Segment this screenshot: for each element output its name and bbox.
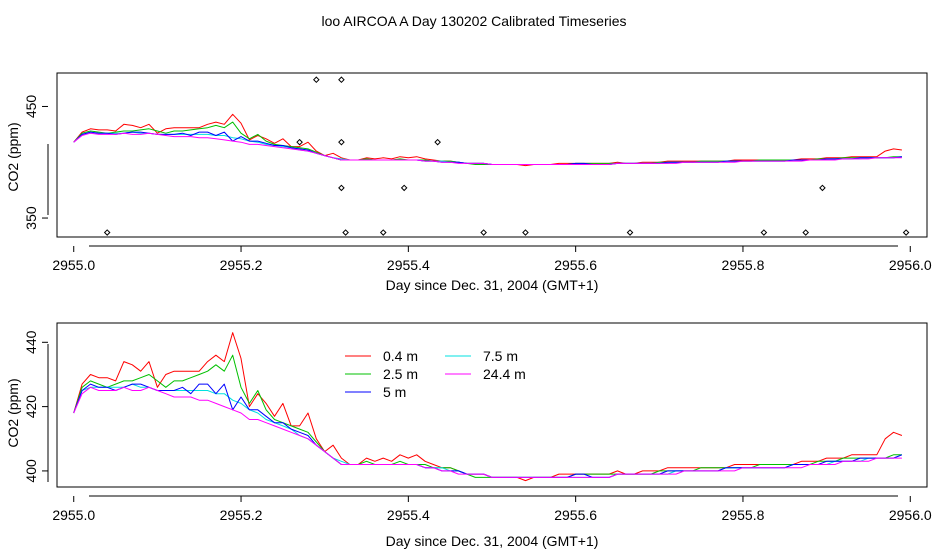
legend-label-2-5-m: 2.5 m: [383, 366, 418, 382]
top-outlier-point: [296, 138, 303, 146]
top-outlier-point: [434, 138, 441, 146]
top-outlier-point: [379, 229, 387, 236]
top-outlier-point: [522, 229, 529, 236]
top-series-lines: [73, 113, 902, 167]
bottom-y-tick-label: 420: [23, 395, 39, 419]
bottom-x-axis: 2955.0 2955.2 2955.4 2955.6 2955.8 2956.0 Day…: [52, 495, 932, 549]
legend: 0.4 m 2.5 m 5 m 7.5 m 24.4 m: [345, 348, 526, 400]
bottom-y-tick-label: 440: [23, 330, 39, 354]
top-x-axis: 2955.0 2955.2 2955.4 2955.6 2955.8 2956.0 Day…: [52, 245, 932, 293]
top-series-24-4-m-line: [73, 132, 902, 165]
top-outlier-point: [902, 229, 910, 236]
top-plot-frame: [56, 72, 928, 238]
figure-title: loo AIRCOA A Day 130202 Calibrated Times…: [321, 13, 626, 29]
bottom-series-24-4-m-line: [73, 386, 902, 478]
top-y-axis: 350 450 CO2 (ppm): [5, 95, 49, 230]
bottom-plot-frame: [56, 322, 928, 488]
bottom-y-axis-label: CO2 (ppm): [5, 378, 21, 447]
top-outlier-point: [103, 229, 111, 236]
bottom-x-tick-label: 2955.0: [52, 507, 95, 523]
legend-label-0-4-m: 0.4 m: [383, 348, 418, 364]
top-outlier-point: [338, 184, 345, 192]
legend-label-5-m: 5 m: [383, 384, 406, 400]
top-outlier-point: [802, 229, 810, 236]
top-x-axis-label: Day since Dec. 31, 2004 (GMT+1): [386, 277, 599, 293]
top-x-ticks: 2955.0 2955.2 2955.4 2955.6 2955.8 2956.0: [52, 246, 932, 273]
top-x-tick-label: 2956.0: [889, 257, 932, 273]
top-x-tick-label: 2955.0: [52, 257, 95, 273]
top-x-tick-label: 2955.2: [220, 257, 263, 273]
bottom-x-tick-label: 2955.8: [722, 507, 765, 523]
top-y-tick-label: 450: [23, 95, 39, 119]
top-outlier-point: [819, 184, 826, 192]
bottom-x-ticks: 2955.0 2955.2 2955.4 2955.6 2955.8 2956.0: [52, 496, 932, 523]
bottom-series-7-5-m-line: [73, 383, 903, 478]
legend-label-24-4-m: 24.4 m: [483, 366, 526, 382]
top-y-ticks: 350 450: [23, 95, 48, 230]
top-y-axis-label: CO2 (ppm): [5, 122, 21, 191]
bottom-x-tick-label: 2955.6: [554, 507, 597, 523]
top-x-tick-label: 2955.4: [387, 257, 430, 273]
bottom-x-tick-label: 2955.4: [387, 507, 430, 523]
top-x-tick-label: 2955.6: [554, 257, 597, 273]
bottom-x-axis-label: Day since Dec. 31, 2004 (GMT+1): [386, 533, 599, 549]
top-outlier-point: [338, 138, 345, 146]
bottom-x-tick-label: 2955.2: [220, 507, 263, 523]
bottom-x-tick-label: 2956.0: [889, 507, 932, 523]
bottom-series-2-5-m-line: [73, 354, 902, 478]
top-x-tick-label: 2955.8: [722, 257, 765, 273]
bottom-series-lines: [73, 332, 903, 482]
bottom-panel: 2955.0 2955.2 2955.4 2955.6 2955.8 2956.0 Day…: [5, 322, 932, 549]
top-outlier-point: [313, 76, 320, 84]
top-outlier-point: [338, 76, 345, 84]
bottom-y-ticks: 400 420 440: [23, 330, 48, 483]
bottom-series-5-m-line: [73, 383, 903, 478]
top-series-2-5-m-line: [73, 121, 902, 165]
legend-label-7-5-m: 7.5 m: [483, 348, 518, 364]
top-outlier-points: [103, 76, 910, 236]
bottom-y-axis: 400 420 440 CO2 (ppm): [5, 330, 49, 483]
top-y-tick-label: 350: [23, 206, 39, 230]
top-outlier-point: [480, 229, 487, 236]
top-outlier-point: [760, 229, 768, 236]
top-series-0-4-m-line: [73, 113, 902, 167]
top-outlier-point: [342, 229, 349, 236]
top-outlier-point: [400, 184, 408, 192]
bottom-y-tick-label: 400: [23, 459, 39, 483]
top-panel: 2955.0 2955.2 2955.4 2955.6 2955.8 2956.0 Day…: [5, 72, 932, 293]
top-outlier-point: [626, 229, 634, 236]
